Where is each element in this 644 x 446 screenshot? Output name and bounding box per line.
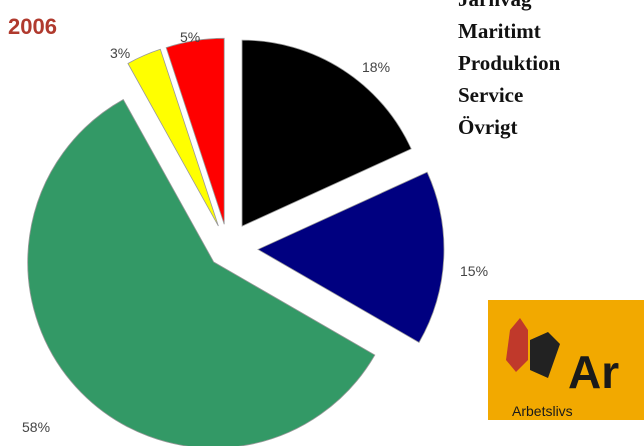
logo-subtext: Arbetslivs (512, 403, 573, 419)
pie-slice-järnväg (241, 39, 412, 227)
legend-item: Övrigt (458, 115, 517, 139)
slice-label: 18% (362, 59, 390, 75)
slice-label: 15% (460, 263, 488, 279)
legend-item: Produktion (458, 51, 561, 75)
logo-hands-icon (506, 318, 528, 372)
pie-slice-maritimt (257, 171, 445, 343)
pie-slice-övrigt (165, 37, 225, 225)
logo: Ar Arbetslivs (488, 300, 644, 420)
legend-item: Service (458, 83, 523, 107)
chart-title: 2006 (8, 14, 57, 39)
pie-slice-service (127, 48, 219, 227)
logo-figure-icon (530, 332, 560, 378)
slice-label: 5% (180, 29, 200, 45)
logo-text: Ar (568, 346, 619, 398)
legend-item: Maritimt (458, 19, 541, 43)
legend-item: Järnväg (458, 0, 532, 11)
slice-label: 3% (110, 45, 130, 61)
pie-slice-produktion (27, 98, 376, 446)
slice-label: 58% (22, 419, 50, 435)
